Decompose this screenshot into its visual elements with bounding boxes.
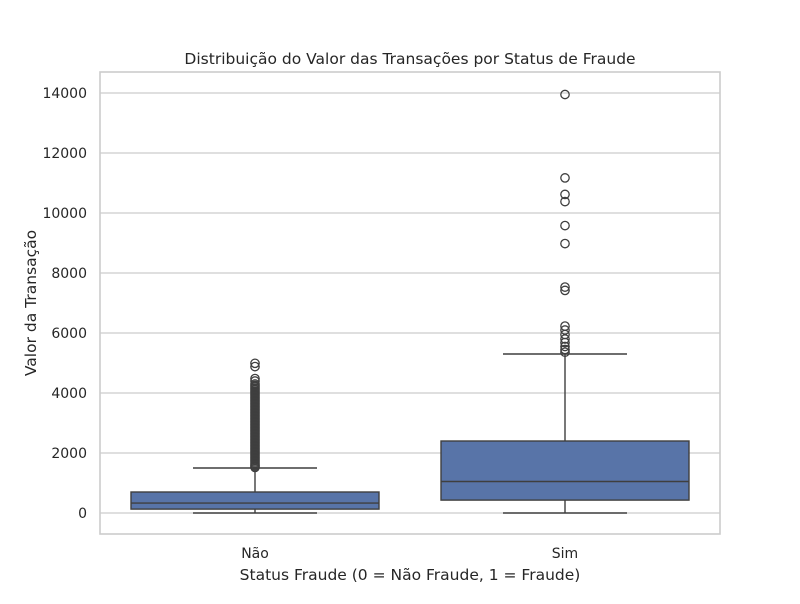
outlier-point: [560, 347, 570, 358]
outlier-point: [250, 358, 260, 369]
outlier-point: [560, 325, 570, 335]
y-tick-label: 2000: [51, 446, 87, 462]
grid-lines: [100, 92, 720, 514]
y-tick-label: 0: [78, 506, 87, 522]
x-axis-title: Status Fraude (0 = Não Fraude, 1 = Fraud…: [240, 566, 581, 584]
y-tick-label: 6000: [51, 326, 87, 342]
plot-frame: [99, 71, 721, 535]
y-tick-label: 12000: [42, 146, 87, 162]
outlier-point: [560, 238, 570, 249]
y-tick-label: 4000: [51, 386, 87, 402]
box-group: [130, 358, 380, 514]
box-group: [440, 89, 690, 514]
outlier-point: [560, 282, 570, 292]
y-tick-label: 14000: [42, 86, 87, 102]
x-tick-label: Não: [241, 546, 269, 562]
outlier-point: [560, 341, 570, 352]
box-iqr: [130, 491, 380, 510]
outlier-point: [250, 379, 260, 389]
y-axis-title: Valor da Transação: [22, 230, 40, 376]
chart-title: Distribuição do Valor das Transações por…: [184, 50, 635, 68]
x-tick-labels: Não Sim: [241, 546, 578, 562]
outlier-point: [560, 321, 570, 331]
outlier-point: [250, 373, 260, 384]
outlier-point: [560, 189, 570, 200]
boxes: [130, 89, 690, 514]
outlier-point: [560, 344, 570, 355]
x-tick-label: Sim: [552, 546, 578, 562]
outlier-point: [560, 220, 570, 231]
outlier-point: [560, 196, 570, 207]
outlier-point: [250, 361, 260, 372]
y-tick-label: 8000: [51, 266, 87, 282]
y-tick-labels: 0 2000 4000 6000 8000 10000 12000 14000: [42, 86, 87, 522]
y-tick-label: 10000: [42, 206, 87, 222]
outlier-point: [560, 285, 570, 296]
outlier-point: [560, 89, 570, 100]
box-iqr: [440, 440, 690, 501]
outlier-point: [560, 173, 570, 183]
